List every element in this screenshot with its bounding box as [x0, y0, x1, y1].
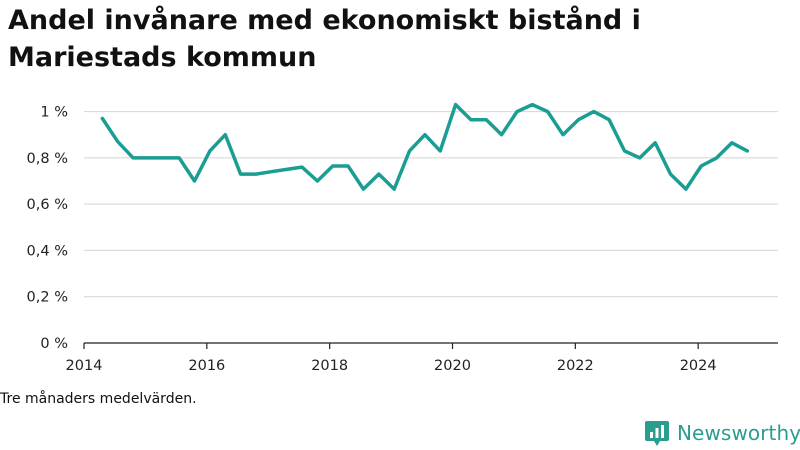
x-tick-label: 2022	[557, 358, 594, 374]
x-tick-label: 2016	[188, 358, 225, 374]
chart-title: Andel invånare med ekonomiskt bistånd i …	[8, 5, 641, 73]
brand-logo[interactable]: Newsworthy	[644, 418, 800, 448]
y-tick-label: 1 %	[40, 105, 68, 121]
x-tick-label: 2020	[434, 358, 471, 374]
y-axis-tick-labels: 0 % 0,2 % 0,4 % 0,6 % 0,8 % 1 %	[27, 105, 68, 352]
chart-footnote: Tre månaders medelvärden.	[0, 391, 197, 407]
data-series	[100, 102, 750, 191]
y-tick-label: 0,4 %	[27, 243, 68, 259]
x-tick-label: 2018	[311, 358, 348, 374]
x-axis-tick-labels: 2014 2016 2018 2020 2022 2024	[66, 358, 717, 374]
line-chart: 0 %0,2 %0,4 %0,6 %0,8 %1 % 2014 2016 2018 2…	[27, 102, 778, 374]
series-line	[100, 102, 750, 191]
x-axis	[83, 342, 778, 349]
newsworthy-logo-icon	[645, 421, 669, 446]
y-tick-label: 0,2 %	[27, 290, 68, 306]
x-tick-label: 2024	[680, 358, 717, 374]
x-tick-label: 2014	[66, 358, 103, 374]
brand-name: Newsworthy	[677, 421, 800, 445]
y-tick-label: 0,6 %	[27, 197, 68, 213]
y-tick-label: 0,8 %	[27, 151, 68, 167]
y-tick-label: 0 %	[40, 336, 68, 352]
